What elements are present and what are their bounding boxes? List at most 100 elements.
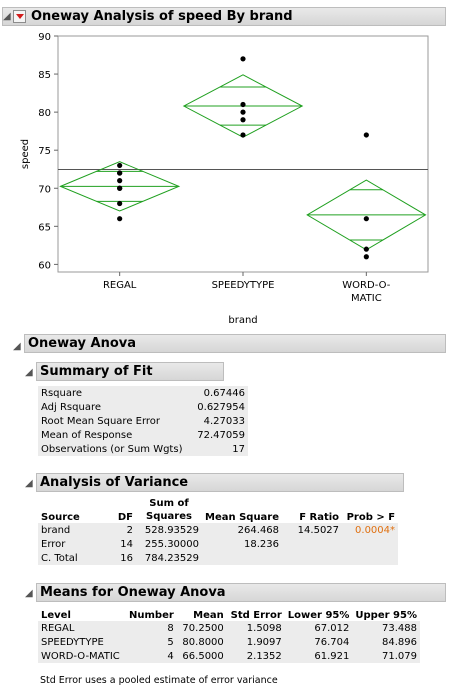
data-point [240,117,246,123]
aov-cell-source: C. Total [38,551,92,565]
aov-row: Error 14 255.30000 18.236 [38,537,399,551]
col-sum-of-squares-bottom: Squares [146,511,192,522]
summary-label: Root Mean Square Error [38,414,192,428]
means-cell-se: 2.1352 [226,649,285,663]
oneway-anova-toggle-icon[interactable]: ◢ [13,341,21,352]
means-cell-lower: 67.012 [284,621,353,635]
means-cell-se: 1.5098 [226,621,285,635]
plot-frame [57,35,429,273]
means-header[interactable]: Means for Oneway Anova [36,583,446,602]
means-cell-level: REGAL [38,621,126,635]
aov-cell-df: 14 [92,537,136,551]
report-header[interactable]: ◢ Oneway Analysis of speed By brand [2,7,446,26]
aov-cell-f: 14.5027 [282,523,343,537]
means-cell-lower: 61.921 [284,649,353,663]
summary-value: 72.47059 [191,428,248,442]
collapse-icon[interactable]: ◢ [3,11,11,22]
aov-row: brand 2 528.93529 264.468 14.5027 0.0004* [38,523,399,537]
aov-cell-ss: 255.30000 [136,537,202,551]
aov-cell-p [342,551,399,565]
y-tick-label: 60 [38,260,51,271]
summary-label: Mean of Response [38,428,192,442]
means-cell-mean: 80.8000 [176,635,227,649]
col-mean-square: Mean Square [205,512,280,523]
means-cell-number: 8 [126,621,177,635]
data-point [117,185,123,191]
aov-cell-p: 0.0004* [342,523,399,537]
col-sum-of-squares: Sum of Squares [136,497,202,523]
data-point [240,101,246,108]
red-triangle-menu-icon[interactable] [13,10,26,23]
data-point [117,200,123,207]
means-cell-lower: 76.704 [284,635,353,649]
means-toggle-icon[interactable]: ◢ [25,588,33,599]
summary-row: Rsquare 0.67446 [38,386,248,400]
data-point [117,162,123,169]
means-row: SPEEDYTYPE 5 80.8000 1.9097 76.704 84.896 [38,635,420,649]
summary-value: 0.67446 [191,386,248,400]
means-cell-mean: 66.5000 [176,649,227,663]
means-row: REGAL 8 70.2500 1.5098 67.012 73.488 [38,621,420,635]
summary-toggle-icon[interactable]: ◢ [25,367,33,378]
col-std-error: Std Error [230,610,282,621]
y-tick-label: 75 [38,146,51,157]
y-tick-label: 85 [38,70,51,81]
x-tick-label: WORD-O- [342,280,390,291]
summary-label: Rsquare [38,386,192,400]
col-sum-of-squares-top: Sum of [149,498,189,509]
data-point [240,109,246,115]
means-cell-upper: 71.079 [352,649,420,663]
aov-cell-f [282,537,343,551]
summary-row: Root Mean Square Error 4.27033 [38,414,248,428]
oneway-anova-header[interactable]: Oneway Anova [24,334,446,353]
y-tick-label: 90 [38,32,51,43]
summary-of-fit-title: Summary of Fit [40,364,153,379]
oneway-plot: 90 85 80 75 70 65 60 REGAL SPEEDYTYPE WORD-O- MAT… [20,32,429,326]
col-df: DF [117,512,133,523]
data-point [240,56,246,62]
means-cell-upper: 73.488 [352,621,420,635]
data-point [363,132,369,138]
col-lower-95: Lower 95% [287,610,350,621]
aov-cell-source: brand [38,523,92,537]
aov-cell-ms [202,551,283,565]
aov-cell-ms: 264.468 [202,523,283,537]
y-tick-label: 65 [38,222,51,233]
col-number: Number [129,610,174,621]
aov-cell-f [282,551,343,565]
summary-row: Adj Rsquare 0.627954 [38,400,248,414]
data-point [117,216,123,222]
means-cell-level: SPEEDYTYPE [38,635,126,649]
x-tick-label: MATIC [351,293,382,304]
summary-value: 0.627954 [191,400,248,414]
summary-label: Observations (or Sum Wgts) [38,442,192,456]
analysis-of-variance-table: Source DF Sum of Squares Mean Square F R… [38,497,399,565]
std-error-footnote: Std Error uses a pooled estimate of erro… [40,675,278,686]
aov-cell-p [342,537,399,551]
means-table: Level Number Mean Std Error Lower 95% Up… [38,607,420,663]
means-cell-number: 4 [126,649,177,663]
summary-of-fit-header[interactable]: Summary of Fit [36,362,224,381]
col-mean: Mean [193,610,224,621]
aov-cell-source: Error [38,537,92,551]
aov-cell-df: 16 [92,551,136,565]
aov-row: C. Total 16 784.23529 [38,551,399,565]
data-point [117,170,123,176]
means-title: Means for Oneway Anova [40,585,226,600]
summary-row: Mean of Response 72.47059 [38,428,248,442]
data-point [363,216,369,222]
aov-toggle-icon[interactable]: ◢ [25,478,33,489]
col-prob-f: Prob > F [346,512,396,523]
col-f-ratio: F Ratio [299,512,340,523]
col-source: Source [41,512,80,523]
col-level: Level [41,610,71,621]
analysis-of-variance-header[interactable]: Analysis of Variance [36,473,404,492]
summary-value: 17 [191,442,248,456]
aov-cell-df: 2 [92,523,136,537]
means-cell-level: WORD-O-MATIC [38,649,126,663]
data-point [363,254,369,260]
oneway-anova-title: Oneway Anova [28,336,136,351]
data-point [117,178,123,184]
data-point [240,132,246,138]
y-tick-label: 70 [38,184,51,195]
